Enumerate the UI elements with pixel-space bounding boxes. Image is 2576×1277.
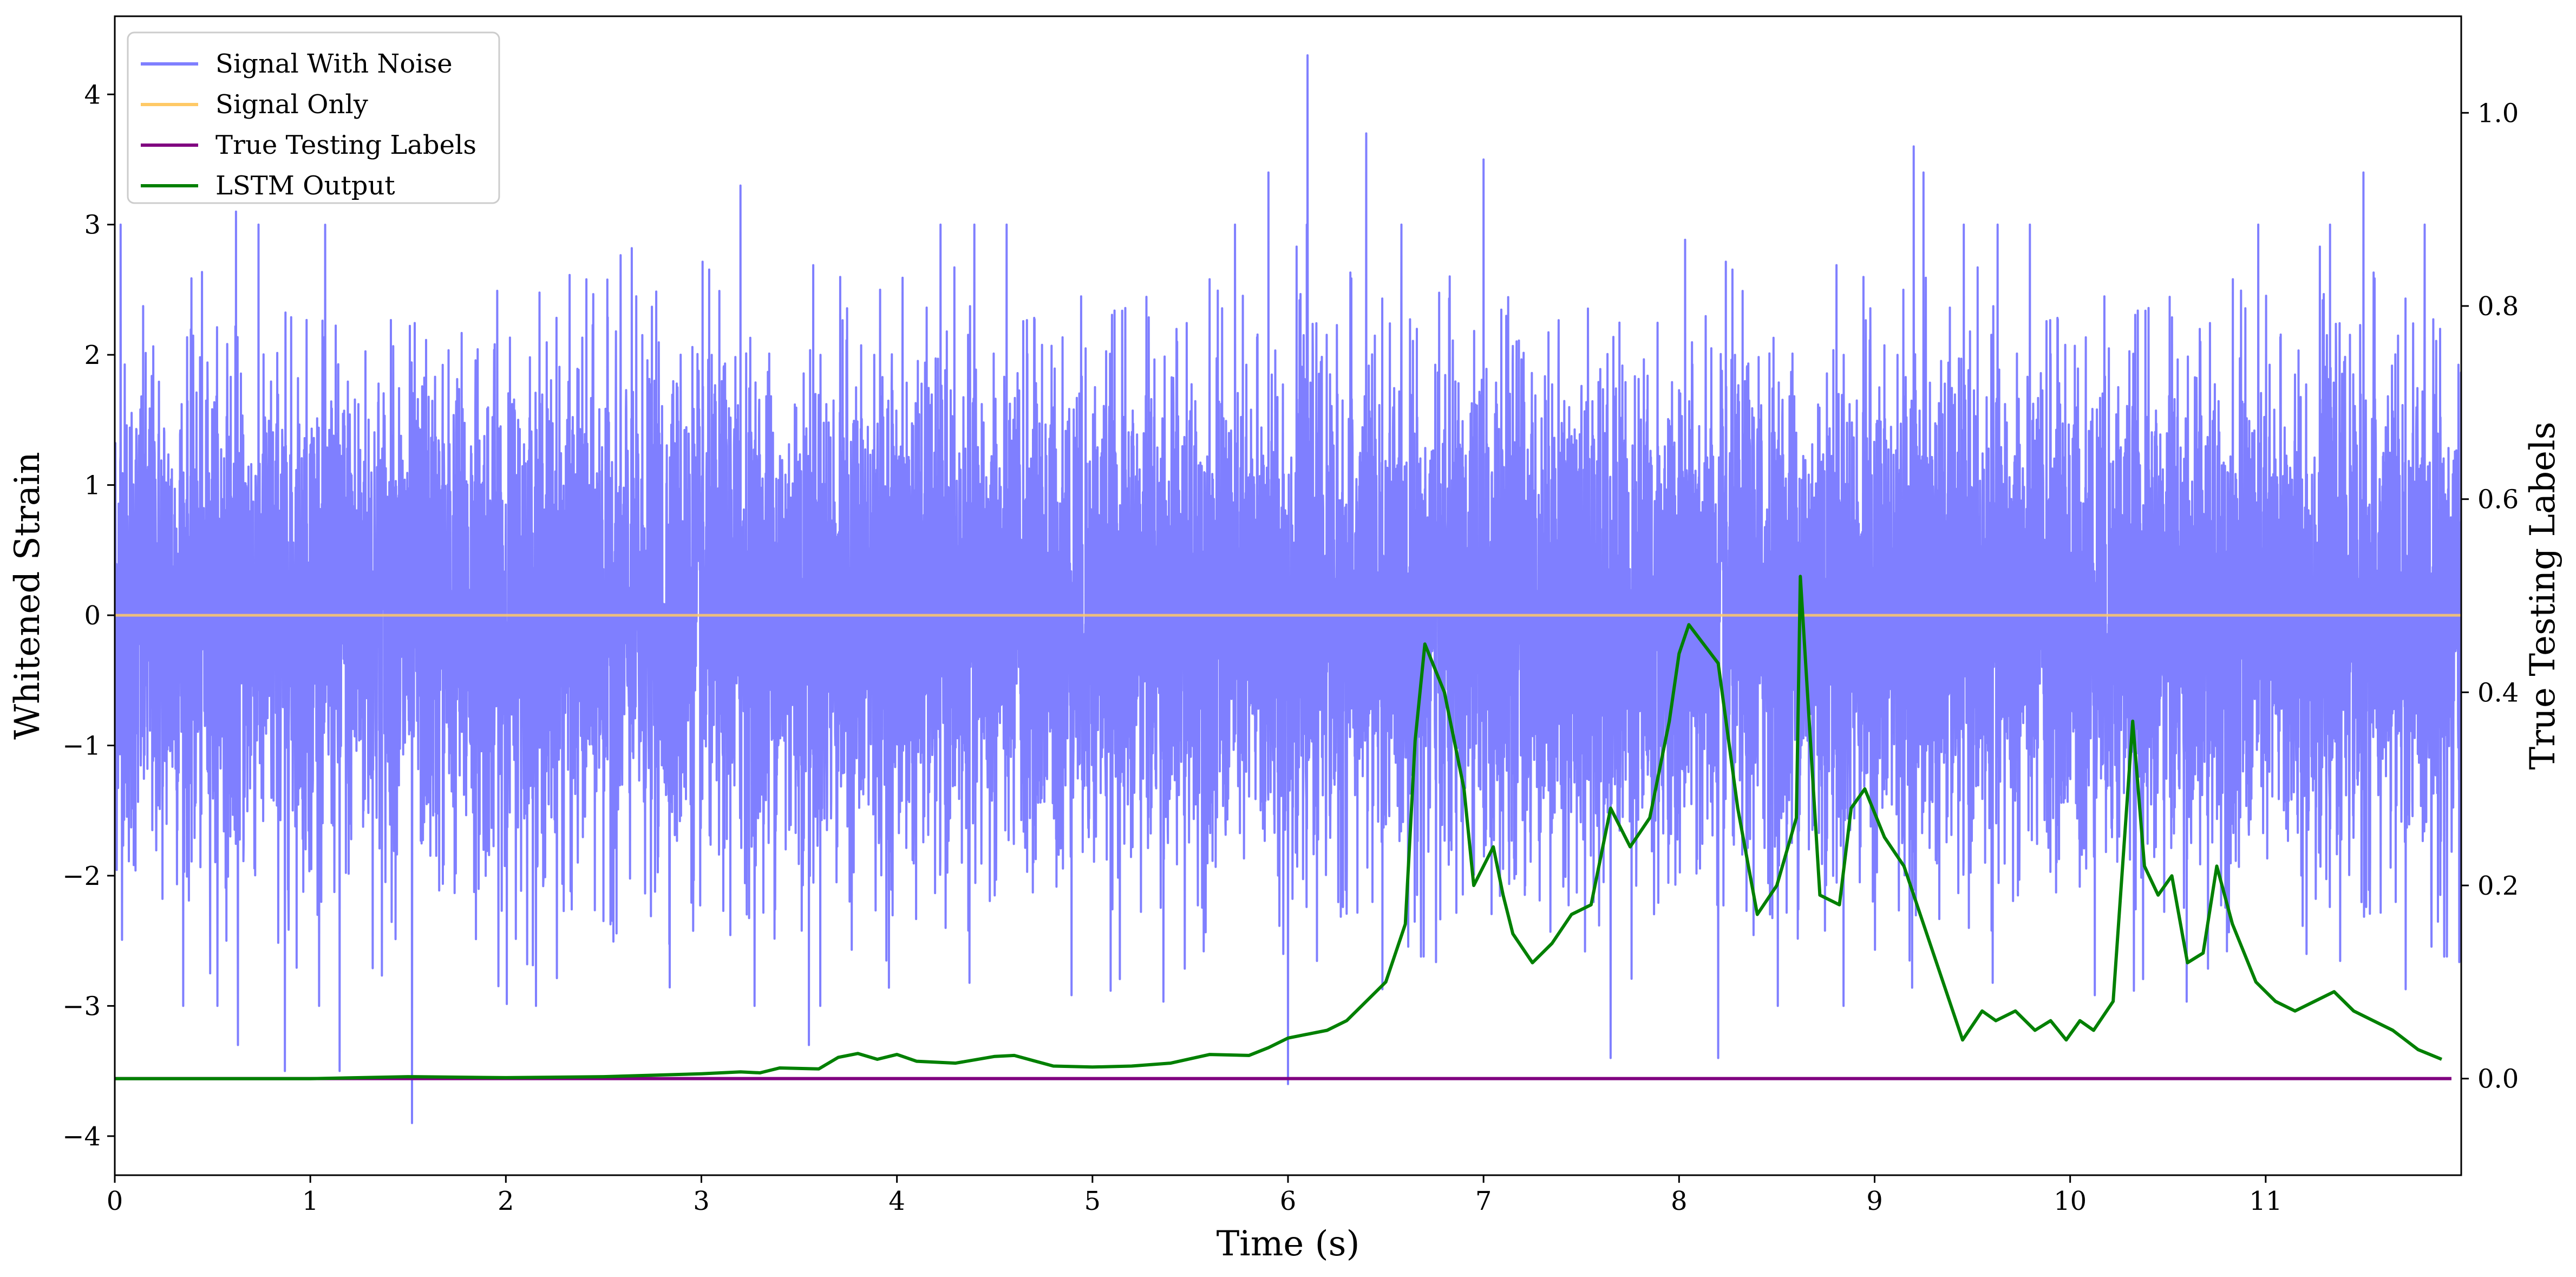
legend-label: Signal Only <box>215 89 368 120</box>
x-axis-label: Time (s) <box>1217 1224 1360 1264</box>
y-left-tick-label: 3 <box>84 210 101 240</box>
y-left-tick-label: 4 <box>84 80 101 110</box>
x-tick-label: 1 <box>302 1186 319 1216</box>
y-right-tick-label: 1.0 <box>2477 98 2519 128</box>
legend-label: Signal With Noise <box>215 49 453 79</box>
y-right-axis-label: True Testing Labels <box>2523 422 2563 770</box>
y-left-tick-label: 2 <box>84 340 101 370</box>
axes: 0 1 2 3 4 5 6 7 8 9 10 11 −4 −3 −2 −1 0 1 2 3 4 0.0 0.2 0.4 0.6 0… <box>8 15 2563 1264</box>
y-left-tick-label: −3 <box>62 991 101 1021</box>
x-tick-label: 9 <box>1866 1186 1883 1216</box>
legend-label: LSTM Output <box>215 171 395 201</box>
y-left-axis-label: Whitened Strain <box>8 452 48 739</box>
legend-label: True Testing Labels <box>215 130 476 160</box>
x-tick-label: 7 <box>1475 1186 1492 1216</box>
signal-with-noise-series <box>115 54 2461 1124</box>
legend: Signal With Noise Signal Only True Testing… <box>127 31 500 204</box>
y-left-tick-label: 1 <box>84 471 101 501</box>
signal-with-noise-line <box>115 54 2461 1124</box>
x-tick-label: 0 <box>107 1186 123 1216</box>
x-tick-label: 3 <box>693 1186 710 1216</box>
lstm-output-line <box>115 575 2443 1080</box>
x-tick-label: 11 <box>2249 1186 2282 1216</box>
x-tick-label: 2 <box>498 1186 514 1216</box>
legend-box <box>127 31 500 204</box>
x-tick-label: 4 <box>888 1186 905 1216</box>
y-left-tick-label: −1 <box>62 731 101 761</box>
x-tick-label: 10 <box>2054 1186 2087 1216</box>
x-tick-label: 5 <box>1084 1186 1101 1216</box>
y-left-tick-label: 0 <box>84 601 101 631</box>
x-tick-label: 8 <box>1671 1186 1688 1216</box>
y-left-tick-label: −4 <box>62 1122 101 1152</box>
y-right-tick-label: 0.0 <box>2477 1064 2519 1094</box>
y-right-tick-label: 0.4 <box>2477 677 2519 708</box>
y-right-tick-label: 0.8 <box>2477 291 2519 322</box>
y-right-tick-label: 0.2 <box>2477 871 2519 901</box>
y-right-tick-label: 0.6 <box>2477 485 2519 515</box>
x-tick-label: 6 <box>1280 1186 1297 1216</box>
line-series-group <box>115 575 2461 1080</box>
y-left-tick-label: −2 <box>62 861 101 891</box>
